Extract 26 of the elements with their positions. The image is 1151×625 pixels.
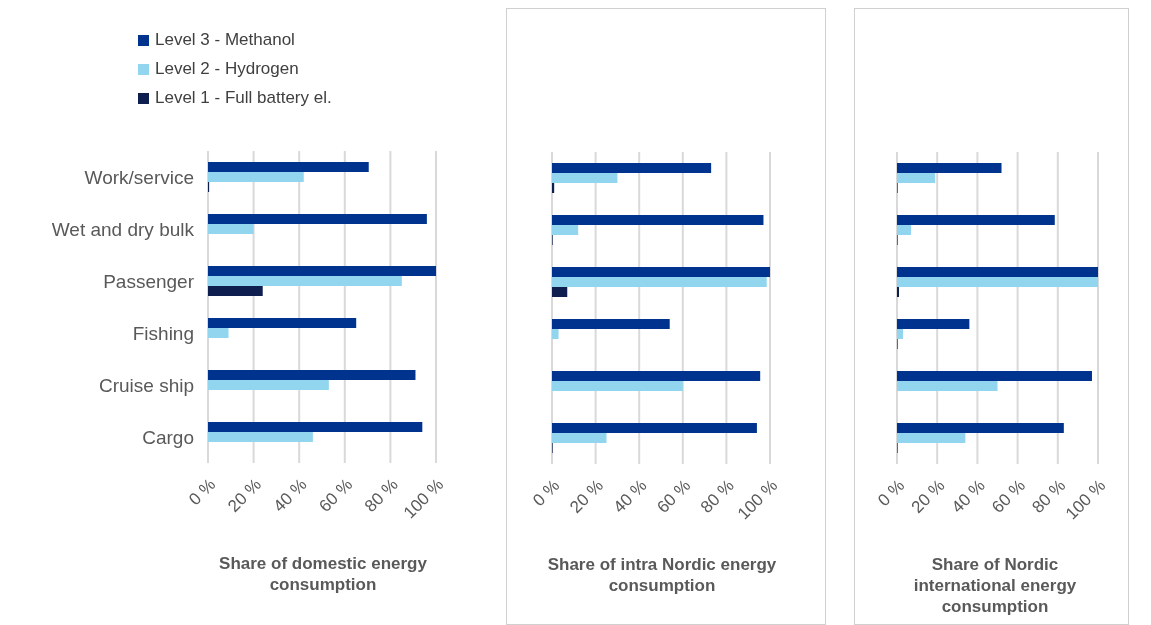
legend-label: Level 3 - Methanol — [155, 30, 295, 50]
x-tick-label: 60 % — [315, 474, 357, 516]
x-tick-label: 60 % — [988, 475, 1029, 517]
x-tick-label: 100 % — [399, 474, 448, 523]
x-tick-label: 0 % — [874, 475, 909, 511]
x-tick-label: 0 % — [185, 474, 220, 510]
x-axis-title: Share of Nordic international energy consumption — [912, 554, 1078, 617]
y-tick-label: Cargo — [142, 426, 194, 448]
x-tick-label: 20 % — [224, 474, 265, 516]
x-tick-label: 0 % — [529, 475, 564, 511]
x-tick-label: 80 % — [360, 474, 402, 516]
y-tick-label: Passenger — [103, 270, 195, 292]
legend-label: Level 2 - Hydrogen — [155, 59, 299, 79]
x-tick-label: 20 % — [566, 475, 607, 517]
x-tick-label: 20 % — [907, 475, 949, 517]
x-axis-title: Share of intra Nordic energy consumption — [546, 554, 778, 596]
y-tick-label: Cruise ship — [98, 374, 194, 396]
x-tick-label: 40 % — [269, 474, 311, 516]
legend-label: Level 1 - Full battery el. — [155, 88, 332, 108]
x-tick-label: 40 % — [609, 475, 651, 517]
y-tick-label: Wet and dry bulk — [51, 218, 195, 240]
x-axis-title: Share of domestic energy consumption — [218, 553, 428, 595]
x-tick-label: 60 % — [653, 475, 695, 517]
y-tick-label: Fishing — [132, 322, 194, 344]
y-tick-label: Work/service — [84, 166, 194, 188]
x-tick-label: 40 % — [947, 475, 989, 517]
